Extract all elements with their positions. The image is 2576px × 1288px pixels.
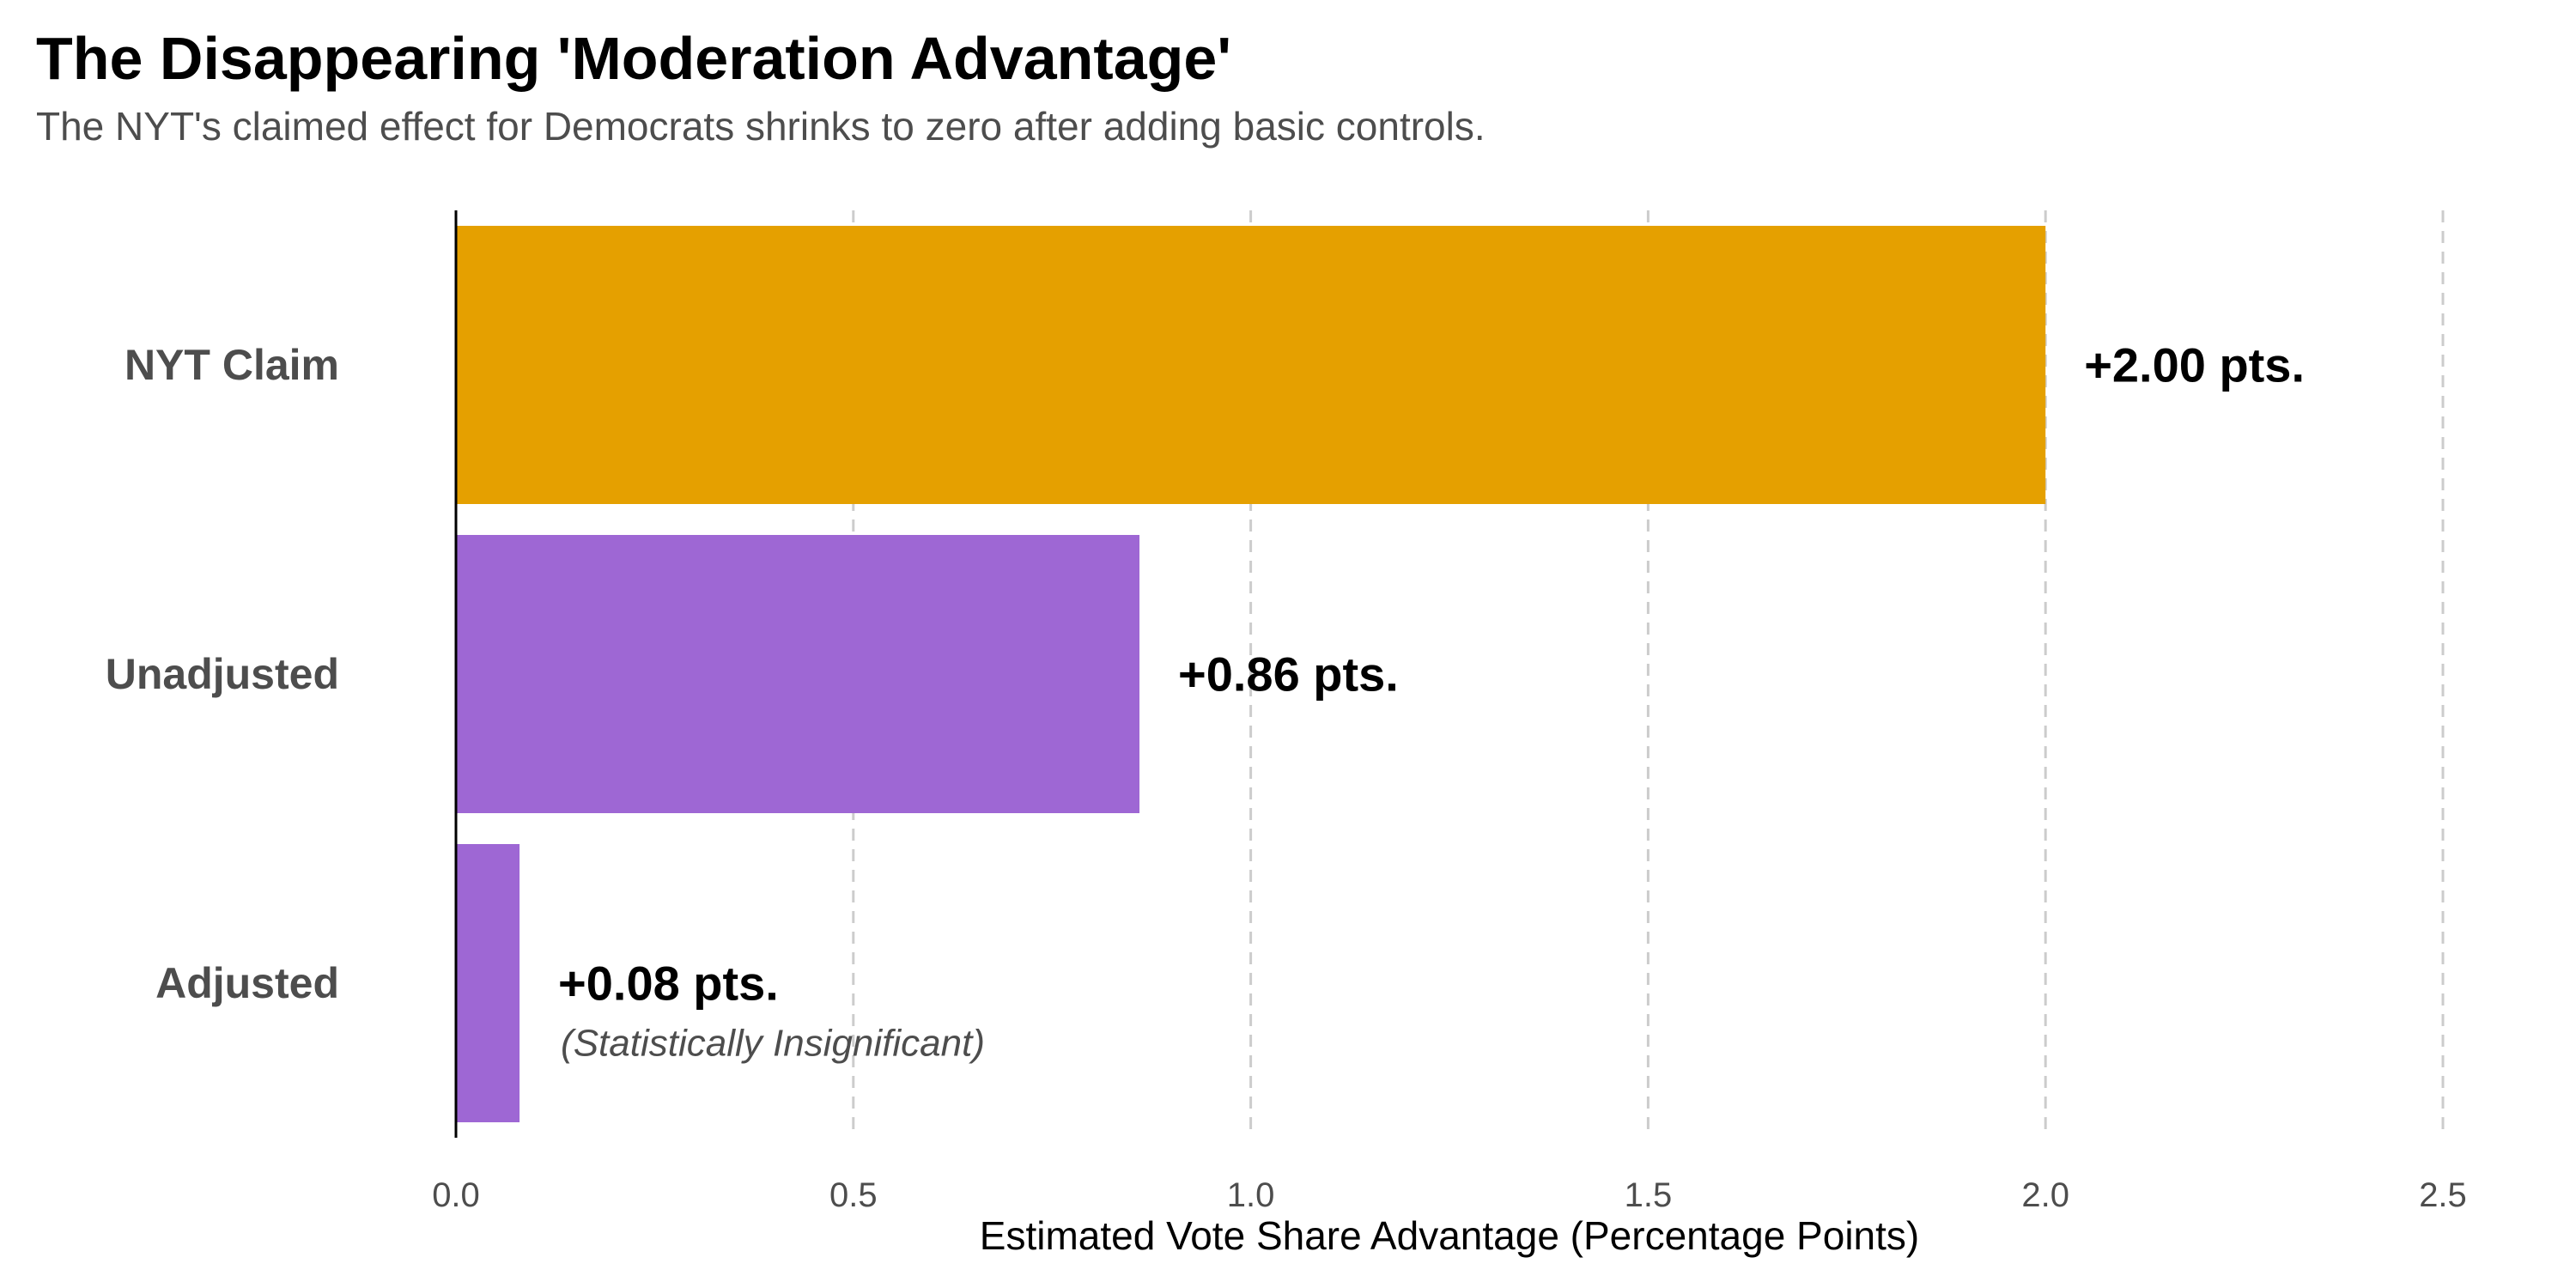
x-axis-title: Estimated Vote Share Advantage (Percenta… (980, 1213, 1919, 1258)
category-labels: NYT Claim Unadjusted Adjusted (106, 341, 339, 1007)
category-label: Adjusted (155, 959, 339, 1007)
category-label: NYT Claim (125, 341, 339, 389)
annotation-note: (Statistically Insignificant) (561, 1023, 985, 1065)
x-tick-label: 1.0 (1227, 1176, 1275, 1214)
bar-unadjusted (456, 535, 1140, 813)
chart-subtitle: The NYT's claimed effect for Democrats s… (36, 104, 1485, 149)
x-tick-label: 2.0 (2021, 1176, 2069, 1214)
x-tick-label: 0.5 (829, 1176, 878, 1214)
x-tick-labels: 0.0 0.5 1.0 1.5 2.0 2.5 (432, 1176, 2467, 1214)
x-tick-label: 2.5 (2419, 1176, 2467, 1214)
bars (456, 226, 2046, 1122)
x-tick-label: 1.5 (1625, 1176, 1673, 1214)
bar-adjusted (456, 844, 520, 1122)
chart-title: The Disappearing 'Moderation Advantage' (36, 25, 1232, 92)
value-labels: +2.00 pts. +0.86 pts. +0.08 pts. (558, 338, 2305, 1011)
annotations: (Statistically Insignificant) (561, 1023, 985, 1065)
value-label: +0.86 pts. (1178, 647, 1399, 702)
value-label: +0.08 pts. (558, 957, 779, 1011)
category-label: Unadjusted (106, 650, 339, 698)
bar-nyt-claim (456, 226, 2046, 504)
x-tick-label: 0.0 (432, 1176, 480, 1214)
value-label: +2.00 pts. (2084, 338, 2305, 392)
